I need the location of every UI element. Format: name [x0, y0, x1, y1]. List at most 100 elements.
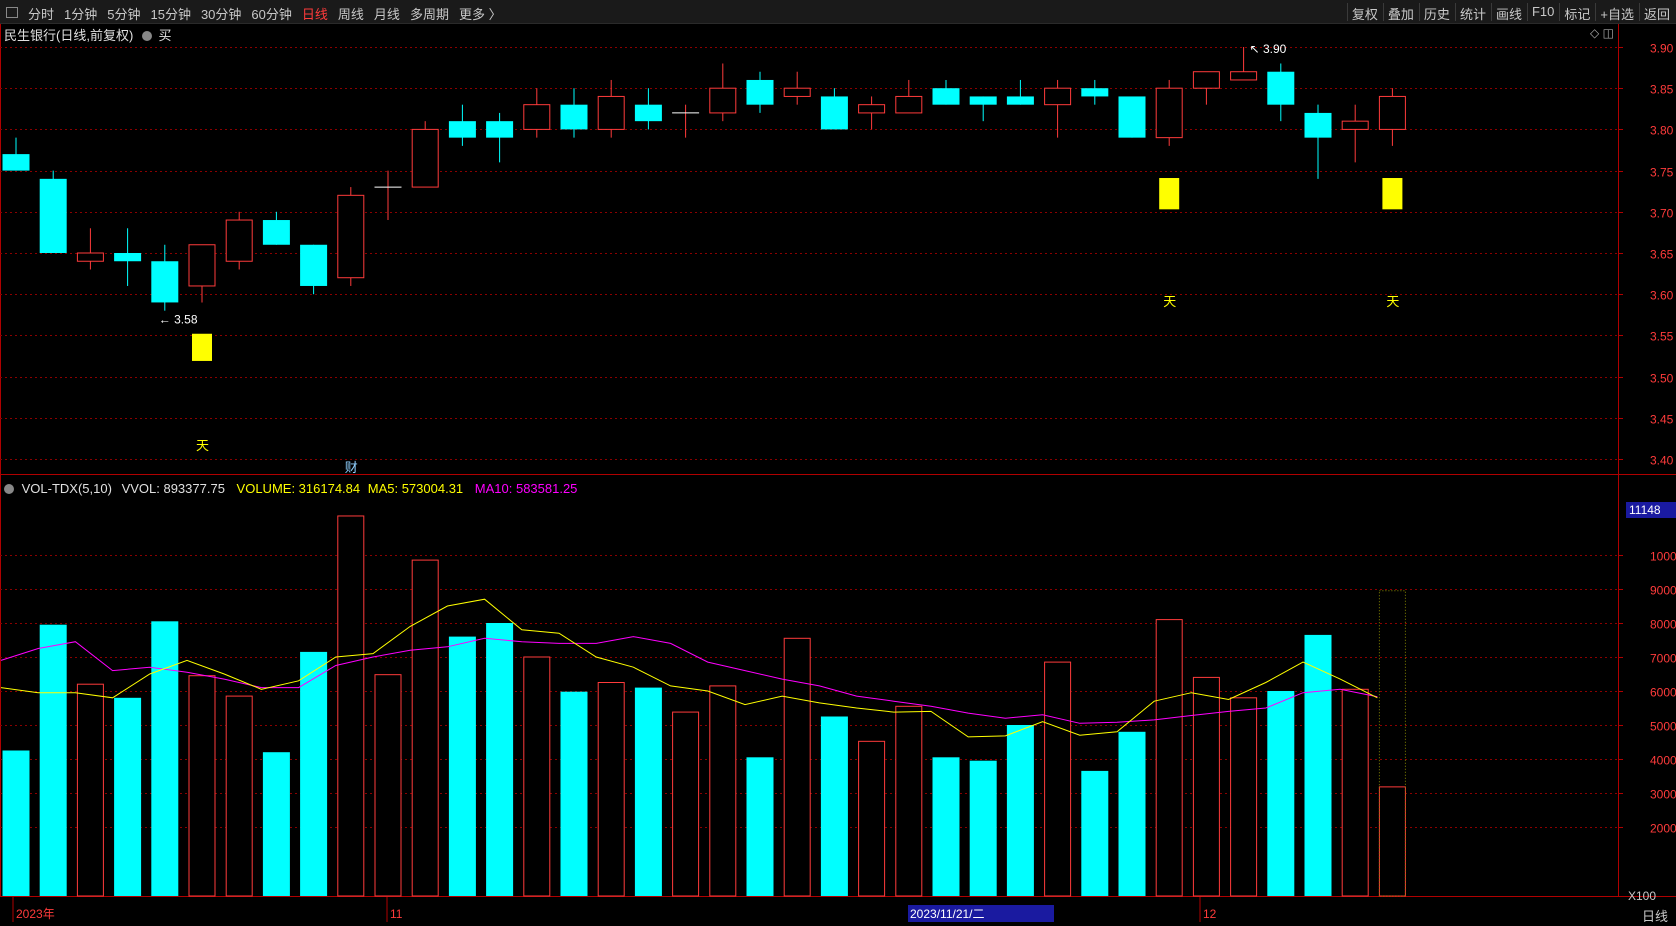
- volume-tick-label: 2000: [1650, 822, 1676, 836]
- price-tick-label: 3.45: [1650, 413, 1674, 427]
- toolbar-separator: [1382, 3, 1384, 21]
- tool-button-1[interactable]: 叠加: [1387, 7, 1414, 22]
- ma5-line: [0, 598, 1378, 738]
- date-label: 11: [390, 907, 403, 921]
- volume-bar-down: [746, 757, 774, 896]
- layout-toggle-icon[interactable]: [6, 7, 18, 18]
- candlesticks: [2, 47, 1406, 311]
- low-price-label: ← 3.58: [159, 313, 198, 327]
- tool-button-8[interactable]: 返回: [1643, 7, 1670, 22]
- signal-icon: [141, 31, 152, 41]
- ma10-line: [0, 636, 1378, 724]
- candle-body-down: [932, 88, 960, 105]
- candle-body-up: [188, 244, 216, 287]
- period-tab-9[interactable]: 多周期: [409, 7, 449, 22]
- volume-scale-top: 11148: [1626, 502, 1676, 518]
- volume-tick-label: 3000: [1650, 788, 1676, 802]
- volume-bar-up: [337, 515, 365, 897]
- price-tick-label: 3.40: [1650, 454, 1674, 468]
- high-price-label: ↖ 3.90: [1250, 42, 1287, 56]
- volume-bars: [2, 515, 1406, 897]
- volume-bar-down: [969, 760, 997, 896]
- volume-bar-down: [114, 697, 142, 896]
- volume-bar-down: [1081, 770, 1109, 896]
- volume-bar-down: [448, 636, 476, 896]
- candle-body-down: [746, 79, 774, 105]
- tool-button-5[interactable]: F10: [1531, 4, 1555, 19]
- volume-bar-down: [1006, 725, 1034, 896]
- volume-axis: 10000 9000 8000 7000 6000 5000 4000 3000 2000: [1618, 550, 1676, 836]
- candle-body-down: [560, 104, 588, 130]
- candle-body-down: [820, 96, 848, 130]
- tool-button-7[interactable]: +自选: [1600, 7, 1634, 22]
- candle-body-down: [2, 154, 30, 171]
- period-tab-1[interactable]: 1分钟: [64, 7, 98, 22]
- period-tab-0[interactable]: 分时: [28, 7, 55, 22]
- volume-bar-down: [634, 687, 662, 896]
- volume-bar-down: [932, 757, 960, 896]
- candle-body-up: [411, 128, 439, 188]
- stock-title: 民生银行(日线,前复权): [4, 28, 134, 43]
- candle-body-down: [300, 244, 328, 286]
- tool-button-2[interactable]: 历史: [1423, 7, 1450, 22]
- buy-signal: 买: [158, 28, 172, 43]
- toolbar-separator: [1418, 3, 1420, 21]
- volume-bar-down: [1304, 634, 1332, 896]
- tool-button-6[interactable]: 标记: [1564, 7, 1591, 22]
- candle-body-down: [262, 220, 290, 245]
- period-tab-7[interactable]: 周线: [337, 7, 364, 22]
- candle-body-up: [709, 87, 737, 114]
- period-tab-5[interactable]: 60分钟: [251, 7, 292, 22]
- volume-bar-up: [1378, 786, 1406, 897]
- candle-body-up: [1230, 71, 1258, 81]
- tian-marker: 天: [1386, 294, 1399, 309]
- period-tab-4[interactable]: 30分钟: [200, 7, 242, 22]
- tool-button-4[interactable]: 画线: [1495, 7, 1522, 22]
- volume-bar-up: [225, 695, 253, 897]
- candle-body-up: [1044, 87, 1072, 106]
- signal-marker: [192, 333, 212, 361]
- volume-projection: [1378, 590, 1406, 897]
- candle-body-up: [1155, 87, 1183, 139]
- toolbar-separator: [1559, 3, 1561, 21]
- candle-body-up: [1192, 71, 1220, 89]
- candle-body-up: [76, 252, 104, 262]
- candle-body-down: [448, 121, 476, 138]
- volume-tick-label: 5000: [1650, 720, 1676, 734]
- period-tab-8[interactable]: 月线: [373, 7, 400, 22]
- toolbar-separator: [1454, 3, 1456, 21]
- signal-marker: [1382, 178, 1403, 210]
- volume-bar-down: [1118, 731, 1146, 896]
- candle-body-up: [858, 104, 886, 114]
- volume-bar-down: [262, 752, 290, 896]
- panel-tools[interactable]: ◇ ◫: [1590, 26, 1614, 40]
- candle-body-down: [486, 121, 514, 138]
- period-tab-3[interactable]: 15分钟: [150, 7, 191, 22]
- indicator-toggle-icon[interactable]: [4, 484, 14, 494]
- candle-body-up: [225, 219, 253, 262]
- candle-body-down: [1267, 71, 1295, 105]
- tool-button-3[interactable]: 统计: [1459, 7, 1486, 22]
- price-tick-label: 3.50: [1650, 372, 1674, 386]
- candle-body-down: [39, 178, 67, 253]
- tool-button-0[interactable]: 复权: [1351, 7, 1378, 22]
- indicator-row: VOL-TDX(5,10) VVOL: 893377.75 VOLUME: 31…: [4, 481, 577, 496]
- candle-body-up: [523, 104, 551, 130]
- volume-bar-down: [39, 624, 67, 896]
- period-tab-10[interactable]: 更多 〉: [458, 7, 502, 22]
- date-axis: 2023年 11 2023/11/21/二 12: [12, 897, 1217, 922]
- period-tab-6[interactable]: 日线: [301, 7, 328, 22]
- candle-body-down: [1081, 88, 1109, 97]
- indicator-name[interactable]: VOL-TDX(5,10): [21, 481, 112, 496]
- volume-bar-down: [300, 651, 328, 896]
- finance-marker: 财: [345, 460, 358, 475]
- volume-bar-up: [895, 705, 923, 897]
- signal-marker: [1159, 178, 1180, 210]
- price-tick-label: 3.75: [1650, 166, 1674, 180]
- ma5-value: MA5: 573004.31: [367, 481, 464, 496]
- candle-body-up: [1341, 120, 1369, 130]
- price-tick-label: 3.90: [1650, 42, 1674, 56]
- period-tab-2[interactable]: 5分钟: [107, 7, 141, 22]
- volume-tick-label: 6000: [1650, 686, 1676, 700]
- stock-chart: 3.90 3.85 3.80 3.75 3.70 3.65 3.60 3.55 3.50 3.45…: [0, 24, 1676, 922]
